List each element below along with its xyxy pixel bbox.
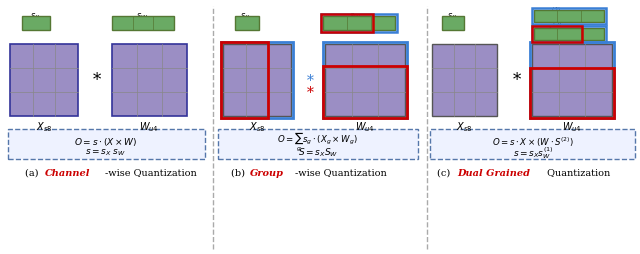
Bar (532, 27, 606, 43)
Text: *: * (93, 72, 101, 89)
Text: (c): (c) (437, 168, 453, 177)
Text: $s = s_X\ s_W$: $s = s_X\ s_W$ (86, 147, 127, 158)
Text: $s_{W_{f16}}$: $s_{W_{f16}}$ (349, 11, 367, 23)
Bar (432, 45, 497, 117)
Text: $s_{X_{f16}}$: $s_{X_{f16}}$ (447, 11, 463, 23)
Bar (8, 130, 205, 159)
Text: (a): (a) (25, 168, 42, 177)
Text: $s_{W_{f16}}$: $s_{W_{f16}}$ (136, 11, 154, 23)
Bar (112, 17, 174, 31)
Text: *: * (307, 86, 314, 100)
Text: $X_{s8}$: $X_{s8}$ (249, 120, 265, 133)
Bar (235, 17, 259, 31)
Text: Channel: Channel (45, 168, 90, 177)
Bar (221, 43, 268, 119)
Bar (534, 29, 604, 41)
Bar (532, 45, 612, 117)
Bar (534, 11, 604, 23)
Bar (323, 43, 407, 119)
Bar (321, 15, 397, 33)
Bar (532, 9, 606, 25)
Bar (430, 130, 635, 159)
Text: $s_{X_{f16}}$: $s_{X_{f16}}$ (29, 11, 46, 23)
Text: $s_{X_{f16}}$: $s_{X_{f16}}$ (239, 11, 257, 23)
Bar (530, 43, 614, 119)
Bar (323, 17, 395, 31)
Text: $S = s_X S_W$: $S = s_X S_W$ (298, 146, 338, 159)
Text: (b): (b) (231, 168, 248, 177)
Text: $X_{s8}$: $X_{s8}$ (456, 120, 472, 133)
Text: $O = s \cdot X \times (W \cdot S^{(2)})$: $O = s \cdot X \times (W \cdot S^{(2)})$ (492, 135, 574, 148)
Text: $W_{u4}$: $W_{u4}$ (355, 120, 375, 133)
Bar (218, 130, 418, 159)
Bar (221, 43, 293, 119)
Bar (112, 45, 187, 117)
Bar (223, 45, 291, 117)
Text: $O = \sum_g s_g \cdot (X_g \times W_g)$: $O = \sum_g s_g \cdot (X_g \times W_g)$ (278, 130, 358, 153)
Text: $W_{u4}$: $W_{u4}$ (562, 120, 582, 133)
Text: $s = s_X s_W^{(1)}$: $s = s_X s_W^{(1)}$ (513, 145, 553, 160)
Bar (321, 15, 373, 33)
Text: *: * (513, 72, 521, 89)
Bar (530, 69, 614, 119)
Text: *: * (307, 74, 314, 88)
Bar (22, 17, 50, 31)
Bar (532, 27, 582, 43)
Text: $X_{s8}$: $X_{s8}$ (36, 120, 52, 133)
Text: $s^{(1)}_{f16}$: $s^{(1)}_{f16}$ (547, 5, 563, 21)
Text: Group: Group (250, 168, 284, 177)
Bar (10, 45, 78, 117)
Text: -wise Quantization: -wise Quantization (295, 168, 387, 177)
Text: -wise Quantization: -wise Quantization (105, 168, 196, 177)
Text: Quantization: Quantization (544, 168, 611, 177)
Text: $W_{u4}$: $W_{u4}$ (139, 120, 159, 133)
Text: $O = s \cdot (X \times W)$: $O = s \cdot (X \times W)$ (74, 135, 138, 147)
Bar (323, 67, 407, 119)
Text: Dual Grained: Dual Grained (457, 168, 530, 177)
Text: $s^{(2)}_{s8}$: $s^{(2)}_{s8}$ (548, 20, 563, 36)
Bar (442, 17, 464, 31)
Bar (325, 45, 405, 117)
